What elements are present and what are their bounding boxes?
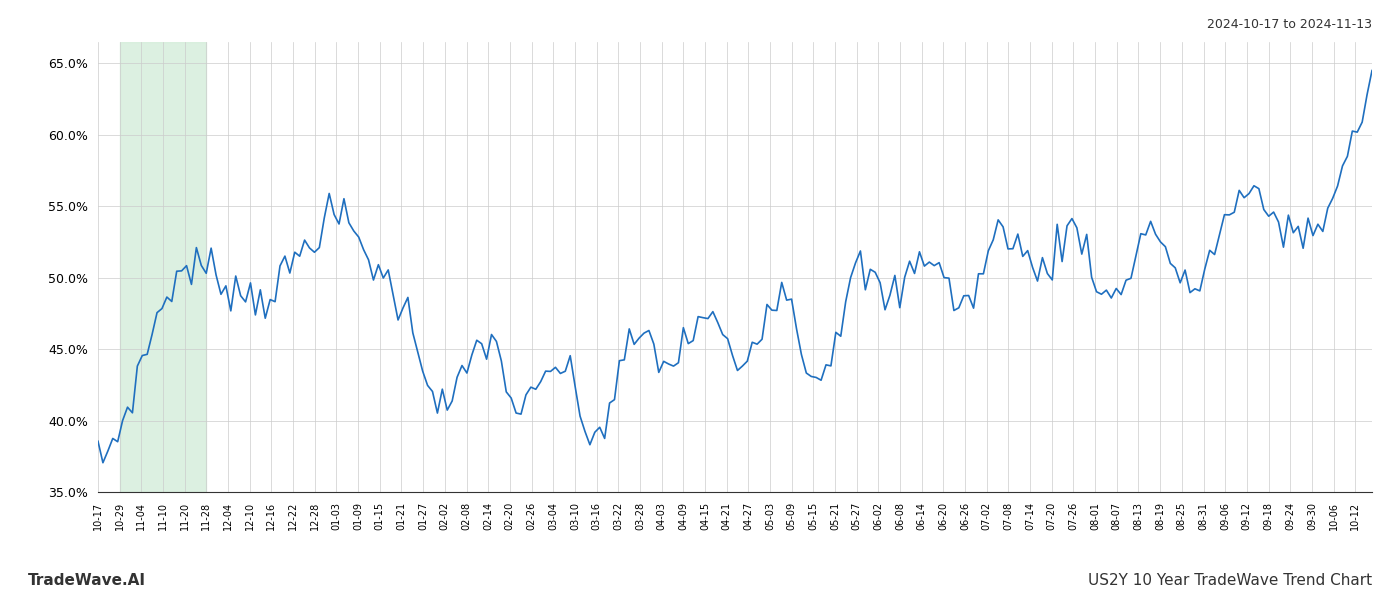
Text: 2024-10-17 to 2024-11-13: 2024-10-17 to 2024-11-13 <box>1207 18 1372 31</box>
Bar <box>119 42 206 492</box>
Text: TradeWave.AI: TradeWave.AI <box>28 573 146 588</box>
Text: US2Y 10 Year TradeWave Trend Chart: US2Y 10 Year TradeWave Trend Chart <box>1088 573 1372 588</box>
